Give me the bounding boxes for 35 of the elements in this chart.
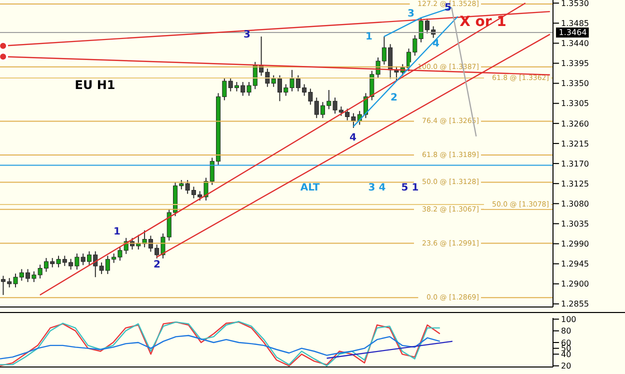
annotation: 4 — [350, 132, 356, 144]
y-tick-label: 1.3530 — [561, 0, 589, 8]
annotation: X or 1 — [460, 14, 506, 30]
y-tick-label: 1.3080 — [561, 199, 589, 208]
annotation: 4 — [432, 38, 440, 50]
annotation: 2 — [390, 92, 398, 104]
annotation: 2 — [154, 260, 160, 270]
annotation: 3 4 — [368, 182, 386, 194]
y-tick-label: 1.2990 — [561, 240, 589, 249]
y-tick-label: 1.3440 — [561, 39, 589, 48]
y-tick-label: 40 — [561, 350, 572, 360]
y-tick-label: 1.3485 — [561, 19, 589, 28]
annotation: 3 — [244, 30, 250, 40]
annotation: 1 — [366, 32, 372, 42]
ref-line-label: 1.3464 — [558, 28, 587, 38]
y-tick-label: 20 — [561, 362, 572, 371]
y-tick-label: 1.3350 — [561, 79, 589, 88]
y-tick-label: 1.3395 — [561, 59, 589, 68]
y-tick-label: 60 — [561, 338, 572, 348]
y-tick-label: 1.2855 — [561, 300, 589, 309]
y-tick-label: 1.3305 — [561, 99, 589, 108]
annotation: 1 — [114, 226, 120, 238]
annotation: ALT — [300, 182, 320, 194]
annotation: 3 — [408, 8, 414, 20]
y-tick-label: 1.2945 — [561, 260, 589, 269]
annotation: EU H1 — [74, 78, 116, 92]
y-tick-label: 1.3260 — [561, 119, 589, 128]
annotation: 5 1 — [401, 182, 419, 194]
y-tick-label: 1.3215 — [561, 139, 589, 148]
y-tick-label: 80 — [561, 326, 572, 336]
y-tick-label: 1.3125 — [561, 179, 589, 188]
y-tick-label: 100 — [561, 315, 576, 324]
y-tick-label: 1.3035 — [561, 220, 589, 229]
y-tick-label: 1.2900 — [561, 280, 589, 289]
y-tick-label: 1.3170 — [561, 159, 589, 168]
